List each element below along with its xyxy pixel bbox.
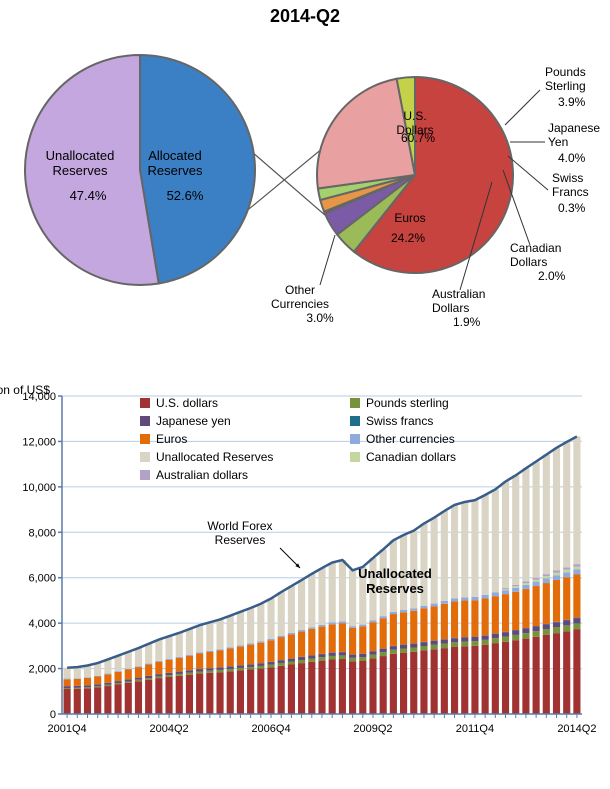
stacked-bar-chart: Billion of US$02,0004,0006,0008,00010,00… [0, 380, 610, 789]
svg-text:U.S.: U.S. [403, 109, 426, 123]
svg-text:10,000: 10,000 [22, 482, 56, 494]
page-title: 2014-Q2 [0, 6, 610, 27]
svg-text:Other currencies: Other currencies [366, 432, 455, 446]
svg-text:Swiss francs: Swiss francs [366, 414, 433, 428]
svg-text:Unallocated: Unallocated [358, 566, 432, 581]
svg-text:8,000: 8,000 [28, 527, 56, 539]
svg-text:Japanese yen: Japanese yen [156, 414, 231, 428]
svg-text:52.6%: 52.6% [167, 188, 204, 203]
svg-text:12,000: 12,000 [22, 436, 56, 448]
svg-text:Swiss: Swiss [552, 171, 583, 185]
svg-text:3.9%: 3.9% [558, 95, 586, 109]
svg-text:Sterling: Sterling [545, 79, 586, 93]
svg-text:Francs: Francs [552, 185, 589, 199]
svg-text:Pounds sterling: Pounds sterling [366, 396, 449, 410]
svg-text:Reserves: Reserves [53, 163, 108, 178]
svg-text:2014Q2: 2014Q2 [557, 723, 596, 735]
svg-text:47.4%: 47.4% [70, 188, 107, 203]
svg-text:Australian: Australian [432, 287, 485, 301]
svg-text:2.0%: 2.0% [538, 269, 566, 283]
svg-text:Dollars: Dollars [510, 255, 547, 269]
svg-text:Currencies: Currencies [271, 297, 329, 311]
svg-text:4,000: 4,000 [28, 618, 56, 630]
svg-text:3.0%: 3.0% [306, 311, 334, 325]
svg-text:2006Q4: 2006Q4 [251, 723, 290, 735]
svg-text:4.0%: 4.0% [558, 151, 586, 165]
svg-text:Reserves: Reserves [215, 533, 266, 547]
svg-text:2,000: 2,000 [28, 664, 56, 676]
svg-text:Canadian dollars: Canadian dollars [366, 450, 456, 464]
svg-text:2009Q2: 2009Q2 [353, 723, 392, 735]
svg-text:World Forex: World Forex [207, 519, 272, 533]
svg-text:2004Q2: 2004Q2 [149, 723, 188, 735]
svg-text:1.9%: 1.9% [453, 315, 481, 329]
svg-text:U.S. dollars: U.S. dollars [156, 396, 218, 410]
svg-text:Reserves: Reserves [148, 163, 203, 178]
pie-charts: UnallocatedReserves47.4%AllocatedReserve… [0, 30, 610, 360]
svg-text:Pounds: Pounds [545, 65, 586, 79]
svg-text:Japanese: Japanese [548, 121, 600, 135]
svg-text:60.7%: 60.7% [401, 131, 435, 145]
svg-text:Unallocated Reserves: Unallocated Reserves [156, 450, 273, 464]
svg-text:Euros: Euros [394, 211, 425, 225]
svg-text:Yen: Yen [548, 135, 568, 149]
svg-text:2011Q4: 2011Q4 [456, 723, 494, 735]
svg-text:Reserves: Reserves [366, 581, 424, 596]
svg-text:6,000: 6,000 [28, 573, 56, 585]
svg-text:Allocated: Allocated [148, 148, 201, 163]
svg-text:24.2%: 24.2% [391, 231, 425, 245]
svg-text:Euros: Euros [156, 432, 187, 446]
svg-text:Unallocated: Unallocated [46, 148, 115, 163]
svg-text:2001Q4: 2001Q4 [48, 723, 87, 735]
svg-text:Dollars: Dollars [432, 301, 469, 315]
svg-text:Other: Other [285, 283, 315, 297]
svg-text:Canadian: Canadian [510, 241, 561, 255]
svg-text:14,000: 14,000 [22, 391, 56, 403]
svg-text:0.3%: 0.3% [558, 201, 586, 215]
svg-text:0: 0 [50, 709, 56, 721]
svg-text:Australian dollars: Australian dollars [156, 468, 248, 482]
